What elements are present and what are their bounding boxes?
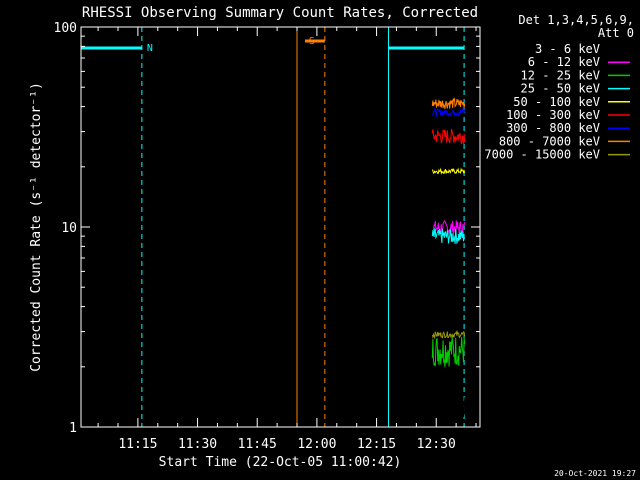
series-layer (431, 97, 466, 424)
legend-label: 3 - 6 keV (535, 42, 600, 56)
series-line (431, 97, 466, 109)
legend-label: 12 - 25 keV (521, 68, 600, 82)
series-line (431, 330, 466, 340)
chart-title: RHESSI Observing Summary Count Rates, Co… (82, 5, 478, 21)
legend-label: 25 - 50 keV (521, 82, 600, 96)
x-tick-label: 11:15 (118, 437, 157, 452)
series-line (431, 336, 466, 367)
x-tick-label: 11:30 (178, 437, 217, 452)
legend-label: 50 - 100 keV (513, 95, 600, 109)
x-axis-label: Start Time (22-Oct-05 11:00:42) (159, 455, 402, 470)
flag-label: S (309, 36, 315, 47)
x-axis: 11:15 11:30 11:45 12:00 12:15 12:30 (97, 27, 477, 452)
x-tick-label: 12:15 (357, 437, 396, 452)
series-line (431, 371, 466, 424)
y-tick-label: 100 (54, 21, 77, 36)
flag-layer: NS (81, 27, 465, 427)
y-axis-label: Corrected Count Rate (s⁻¹ detector⁻¹) (29, 82, 44, 372)
y-tick-label: 10 (61, 221, 77, 236)
x-tick-label: 12:00 (297, 437, 336, 452)
series-line (431, 227, 466, 244)
series-line (431, 167, 466, 175)
legend-label: 800 - 7000 keV (499, 134, 600, 148)
footer-timestamp: 20-Oct-2021 19:27 (554, 469, 636, 478)
legend-title-line-1: Det 1,3,4,5,6,9, (518, 13, 634, 27)
y-tick-label: 1 (69, 421, 77, 436)
flag-label: N (147, 43, 153, 54)
legend-label: 300 - 800 keV (506, 121, 600, 135)
x-tick-label: 11:45 (238, 437, 277, 452)
legend-title-line-2: Att 0 (598, 26, 634, 40)
plot-clip-area: NS (81, 27, 466, 427)
x-tick-label: 12:30 (417, 437, 456, 452)
legend-label: 100 - 300 keV (506, 108, 600, 122)
legend-label: 7000 - 15000 keV (484, 148, 600, 162)
series-line (431, 107, 466, 118)
legend-label: 6 - 12 keV (528, 55, 600, 69)
y-axis: 1 10 100 (54, 21, 480, 436)
series-line (431, 128, 466, 145)
